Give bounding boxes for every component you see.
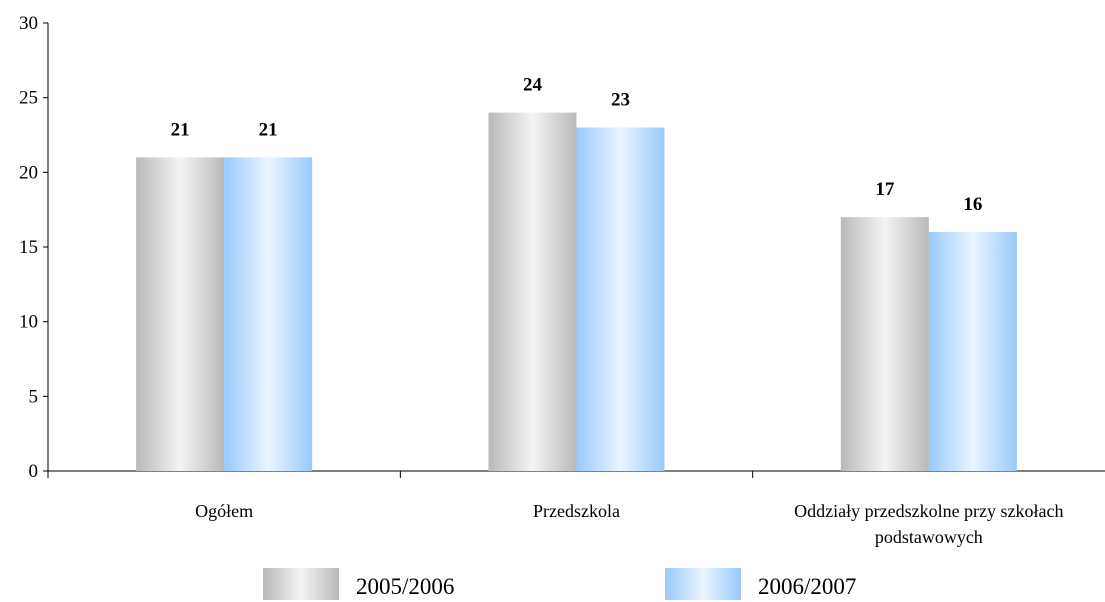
bar-value-label: 21	[171, 119, 190, 140]
legend-label: 2005/2006	[356, 574, 454, 599]
bar-2005-2006	[488, 112, 577, 471]
legend-label: 2006/2007	[758, 574, 856, 599]
x-category-label: Ogółem	[195, 501, 253, 521]
y-tick-label: 25	[19, 88, 38, 109]
bar-2005-2006	[136, 157, 225, 471]
bar-value-label: 24	[523, 75, 543, 96]
plot-area: 0 5 10 15 20 25 30 21 21 Ogółem 24 23 Przedszkola 17 1…	[19, 13, 1105, 547]
legend-swatch-2006-2007	[665, 568, 741, 600]
bar-2005-2006	[840, 217, 929, 471]
x-category-label: Oddziały przedszkolne przy szkołach podst…	[794, 501, 1063, 547]
bar-2006-2007	[576, 127, 665, 472]
x-category-label: Przedszkola	[533, 501, 620, 521]
bar-value-label: 16	[963, 194, 982, 215]
legend: 2005/2006 2006/2007	[263, 568, 856, 600]
bar-2006-2007	[928, 232, 1017, 471]
y-tick-label: 20	[19, 162, 38, 183]
y-tick-label: 0	[29, 461, 39, 482]
bar-value-label: 21	[259, 119, 278, 140]
bar-value-label: 23	[611, 90, 630, 111]
y-tick-label: 10	[19, 312, 38, 333]
y-tick-label: 30	[19, 13, 38, 34]
bar-value-label: 17	[875, 179, 895, 200]
legend-swatch-2005-2006	[263, 568, 339, 600]
bar-2006-2007	[224, 157, 313, 471]
y-tick-label: 15	[19, 237, 38, 258]
y-tick-label: 5	[29, 386, 39, 407]
